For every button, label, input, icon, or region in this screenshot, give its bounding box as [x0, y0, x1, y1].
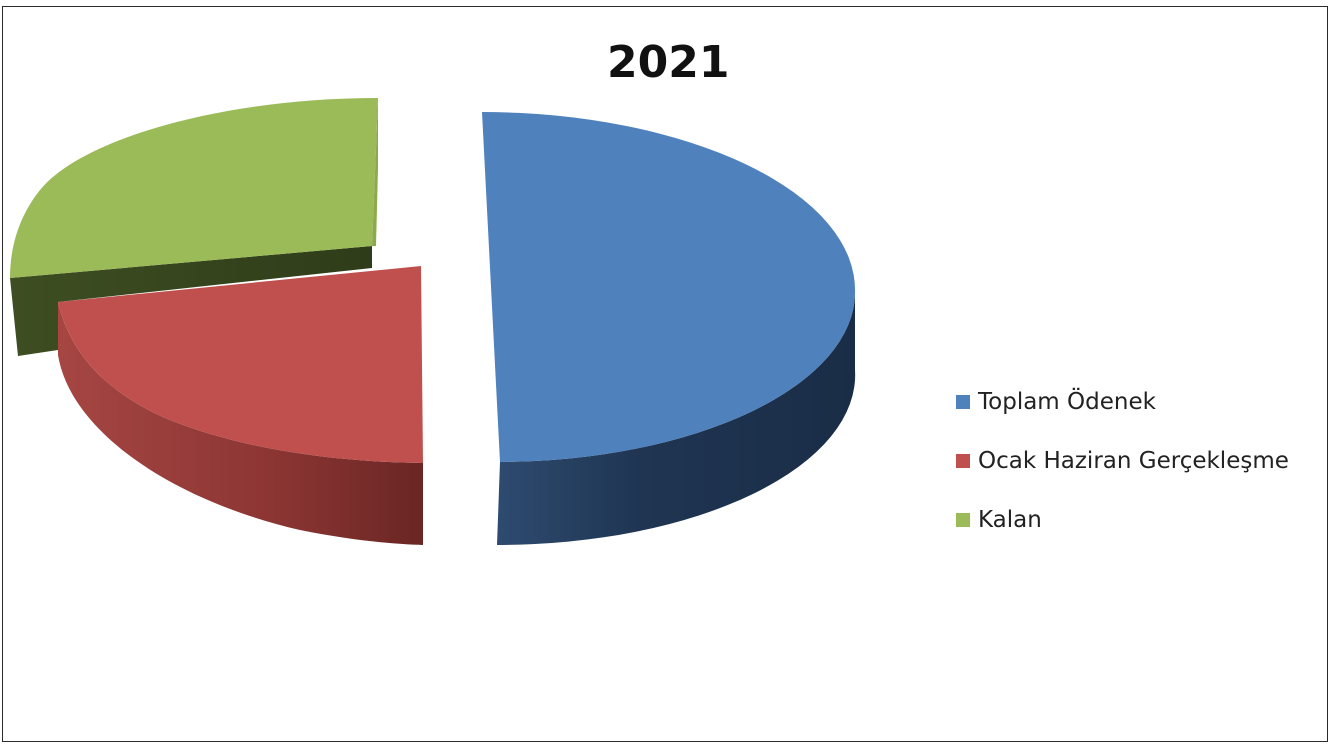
slice-kalan — [10, 98, 378, 356]
legend-label-toplam-odenek: Toplam Ödenek — [978, 388, 1156, 415]
legend-swatch-kalan — [956, 512, 970, 527]
slice-toplam-odenek — [482, 112, 856, 545]
slice-kalan-side — [10, 246, 372, 356]
legend-label-kalan: Kalan — [978, 506, 1042, 533]
legend-swatch-ocak-haziran — [956, 453, 970, 468]
slice-toplam-odenek-top — [482, 112, 856, 462]
legend-item-ocak-haziran: Ocak Haziran Gerçekleşme — [956, 431, 1289, 490]
legend-label-ocak-haziran: Ocak Haziran Gerçekleşme — [978, 447, 1289, 474]
slice-ocak-haziran-top — [58, 266, 423, 463]
chart-legend: Toplam Ödenek Ocak Haziran Gerçekleşme K… — [956, 372, 1289, 549]
legend-item-toplam-odenek: Toplam Ödenek — [956, 372, 1289, 431]
slice-ocak-haziran — [58, 266, 423, 545]
legend-item-kalan: Kalan — [956, 490, 1289, 549]
legend-swatch-toplam-odenek — [956, 394, 970, 409]
chart-title-text: 2021 — [607, 37, 730, 88]
slice-kalan-edge — [372, 98, 378, 246]
slice-kalan-top — [10, 98, 378, 278]
slice-toplam-odenek-side — [497, 292, 856, 545]
slice-ocak-haziran-side — [58, 302, 423, 545]
